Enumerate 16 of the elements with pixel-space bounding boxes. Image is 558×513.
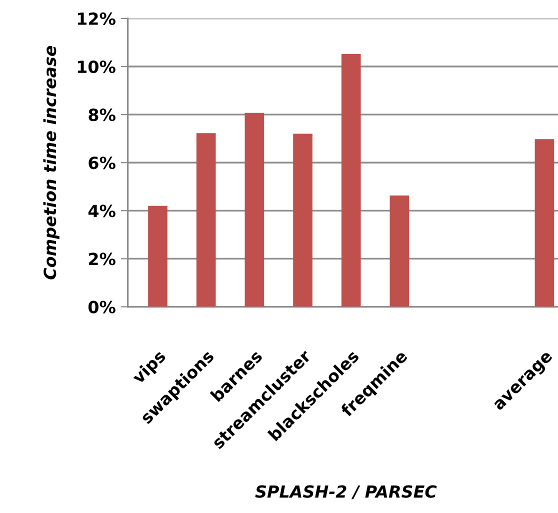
x-axis-title: SPLASH-2 / PARSEC: [255, 485, 437, 500]
y-tick-label: 10%: [78, 60, 116, 74]
bar: [148, 206, 168, 307]
y-tick-label: 8%: [88, 108, 116, 122]
y-axis-title: Competion time increase: [43, 46, 60, 280]
y-tick-label: 12%: [78, 12, 116, 26]
y-tick-label: 0%: [88, 300, 116, 314]
bar: [244, 112, 264, 307]
bar: [196, 133, 216, 307]
bar: [341, 54, 361, 307]
y-tick-label: 2%: [88, 252, 116, 266]
y-tick-label: 4%: [88, 204, 116, 218]
bar: [390, 196, 410, 307]
y-tick-label: 6%: [88, 156, 116, 170]
bar: [293, 134, 312, 307]
bar: [534, 139, 554, 307]
